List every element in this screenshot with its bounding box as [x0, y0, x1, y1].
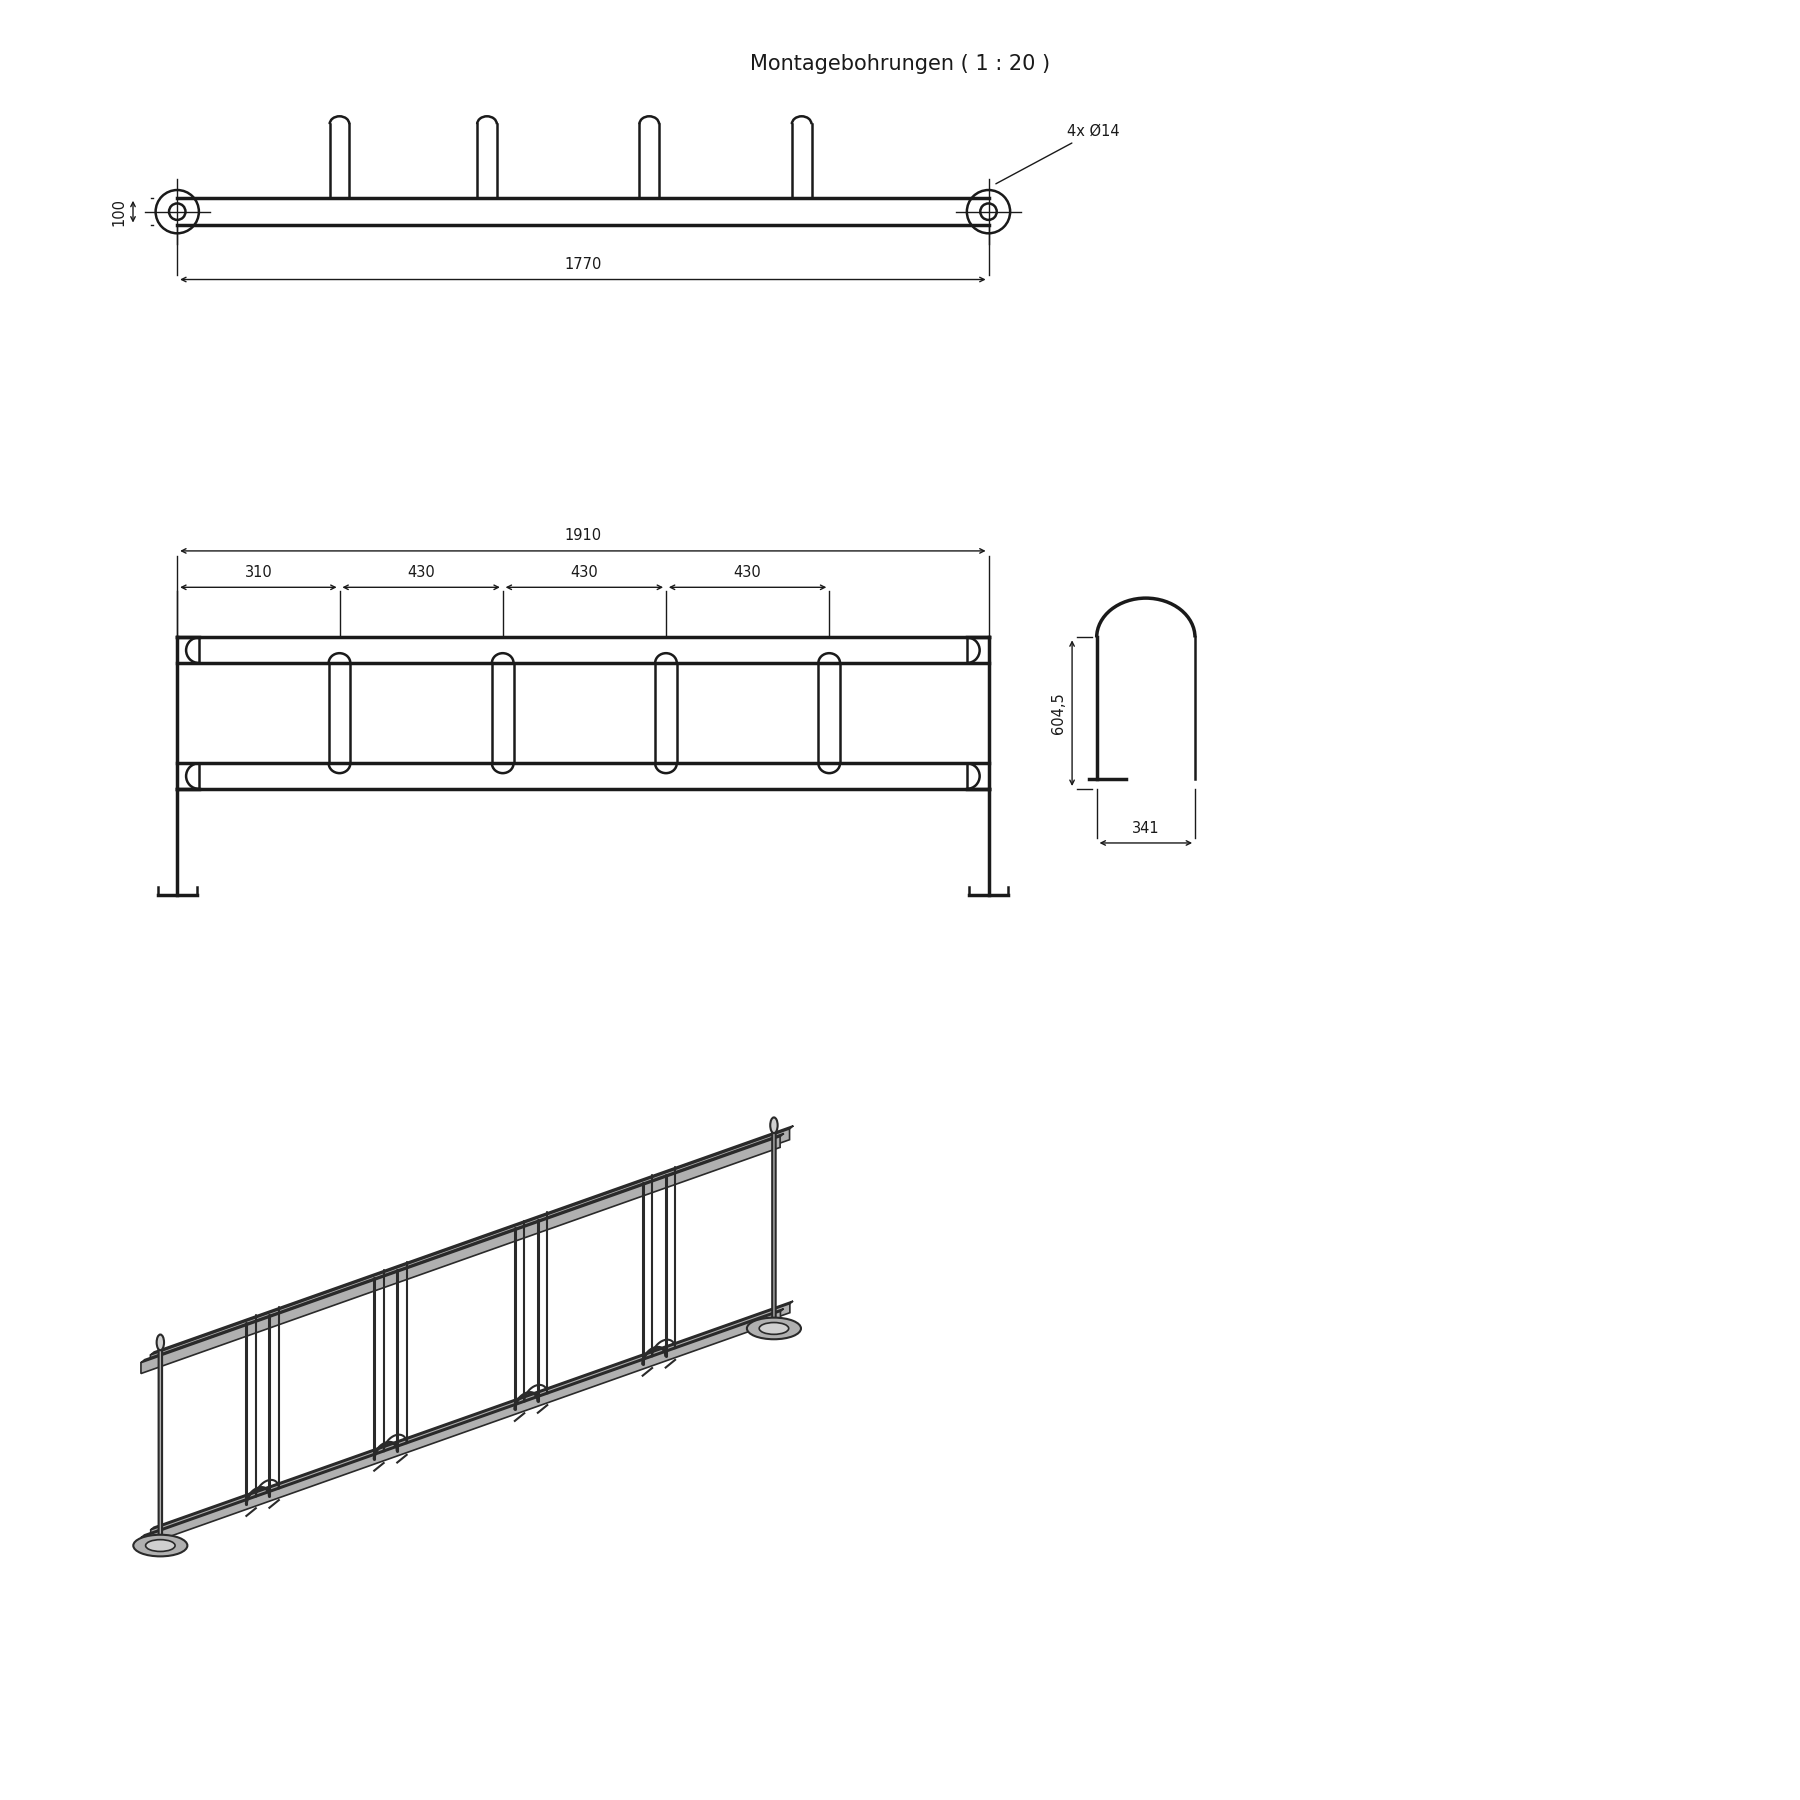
- Polygon shape: [158, 1341, 162, 1552]
- Ellipse shape: [760, 1323, 788, 1334]
- Polygon shape: [140, 1312, 781, 1546]
- Polygon shape: [772, 1123, 776, 1336]
- Text: 430: 430: [734, 565, 761, 580]
- Text: 341: 341: [1132, 821, 1159, 835]
- Polygon shape: [140, 1309, 783, 1537]
- Ellipse shape: [747, 1318, 801, 1339]
- Ellipse shape: [146, 1539, 175, 1552]
- Text: 430: 430: [571, 565, 598, 580]
- Text: 604,5: 604,5: [1051, 693, 1066, 734]
- Polygon shape: [140, 1134, 783, 1363]
- Ellipse shape: [133, 1535, 187, 1557]
- Text: 430: 430: [407, 565, 436, 580]
- Text: 100: 100: [112, 198, 126, 225]
- Text: Montagebohrungen ( 1 : 20 ): Montagebohrungen ( 1 : 20 ): [751, 54, 1049, 74]
- Ellipse shape: [770, 1118, 778, 1134]
- Polygon shape: [151, 1125, 794, 1355]
- Text: 1910: 1910: [565, 527, 601, 544]
- Text: 4x Ø14: 4x Ø14: [995, 124, 1120, 184]
- Text: 310: 310: [245, 565, 272, 580]
- Polygon shape: [151, 1303, 790, 1539]
- Ellipse shape: [157, 1334, 164, 1350]
- Polygon shape: [140, 1136, 779, 1373]
- Polygon shape: [151, 1129, 790, 1366]
- Text: 1770: 1770: [563, 257, 601, 272]
- Polygon shape: [151, 1301, 794, 1530]
